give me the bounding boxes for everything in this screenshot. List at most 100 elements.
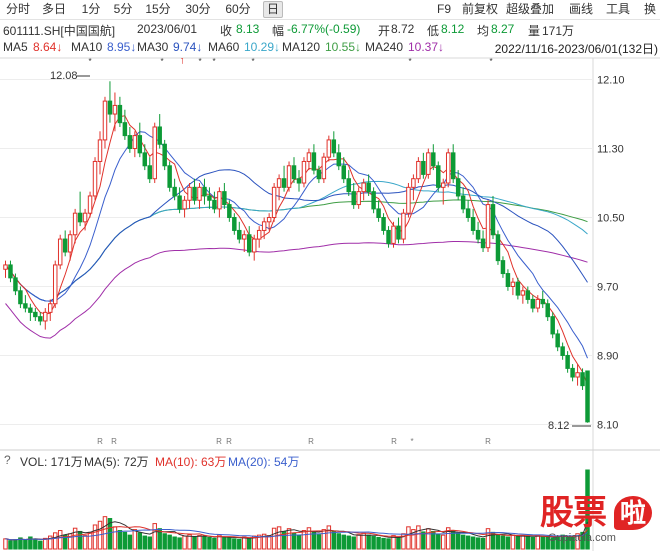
tab-daily[interactable]: 日 xyxy=(263,1,283,18)
candle-body xyxy=(266,217,272,223)
ma-legend: MA5 8.64↓ MA10 8.95↓ MA30 9.74↓ MA60 10.… xyxy=(0,39,660,57)
ma240-label: MA240 xyxy=(365,40,404,54)
volume-bar xyxy=(92,524,98,550)
volume-bar xyxy=(535,534,541,550)
candle-body xyxy=(480,238,486,249)
candle-body xyxy=(366,182,371,193)
candle-body xyxy=(371,191,376,210)
candle-body xyxy=(445,152,451,184)
quote-date: 2023/06/01 xyxy=(137,22,198,36)
volume-bar xyxy=(296,534,302,550)
candle-body xyxy=(122,122,128,137)
volume-bar xyxy=(18,537,23,550)
candle-body xyxy=(261,221,267,231)
candle-body xyxy=(575,372,580,378)
volume-bar xyxy=(381,537,386,550)
candle-body xyxy=(421,160,426,175)
volume-ma5: MA(5): 72万 xyxy=(84,455,149,469)
tab-15min[interactable]: 15分 xyxy=(145,2,171,16)
candle-body xyxy=(441,182,446,188)
ma240-line xyxy=(5,241,588,339)
candle-body xyxy=(142,152,148,167)
candle-body xyxy=(162,143,167,167)
avg-value: 8.27 xyxy=(491,22,515,36)
super-overlay-button[interactable]: 超级叠加 xyxy=(506,2,555,16)
high-price-label: 12.08 xyxy=(50,70,78,82)
candle-body xyxy=(107,100,113,115)
y-tick-label: 12.10 xyxy=(597,75,625,87)
candle-body xyxy=(23,303,28,309)
y-tick-label: 10.50 xyxy=(597,213,625,225)
candle-body xyxy=(62,238,68,253)
volume-current: VOL: 171万 xyxy=(20,455,83,469)
low-annotation: 8.12 xyxy=(548,420,591,432)
low-value: 8.12 xyxy=(441,22,465,36)
volume-ma5-line xyxy=(5,521,588,541)
candle-body xyxy=(416,160,421,180)
volume-bar xyxy=(207,536,212,550)
candle-body xyxy=(520,290,526,296)
switch-button[interactable]: 换 xyxy=(644,2,657,16)
ma10-value: 8.95↓ xyxy=(107,40,137,54)
volume-bar xyxy=(470,536,476,550)
candle-body xyxy=(8,264,13,279)
ma10-line xyxy=(5,131,588,359)
f9-button[interactable]: F9 xyxy=(437,2,452,16)
candle-body xyxy=(28,307,33,313)
candle-body xyxy=(301,160,307,184)
stock-symbol: 601111.SH[中国国航] xyxy=(3,24,116,38)
ma60-value: 10.29↓ xyxy=(244,40,281,54)
candle-body xyxy=(286,165,292,188)
candle-body xyxy=(381,217,386,231)
candle-body xyxy=(515,281,521,296)
volume-bar xyxy=(162,533,167,550)
ma30-line xyxy=(5,169,588,302)
volume-bar xyxy=(152,523,157,550)
volume-bar xyxy=(515,536,521,550)
volume-bar xyxy=(475,537,481,550)
volume-bar xyxy=(505,536,511,550)
high-annotation: 12.08 xyxy=(50,70,90,82)
candle-body xyxy=(152,126,157,180)
tab-30min[interactable]: 30分 xyxy=(185,2,211,16)
tab-1min[interactable]: 1分 xyxy=(81,2,101,16)
candle-body xyxy=(82,212,88,223)
tab-60min[interactable]: 60分 xyxy=(225,2,251,16)
candle-body xyxy=(570,367,575,378)
volume-bar xyxy=(227,537,232,550)
open-value: 8.72 xyxy=(391,22,415,36)
volume-bar xyxy=(28,536,33,550)
volume-bar xyxy=(465,535,471,550)
open-label: 开 xyxy=(378,24,391,38)
volume-bar xyxy=(301,530,307,550)
volume-bar xyxy=(212,537,217,550)
draw-line-button[interactable]: 画线 xyxy=(569,2,594,16)
volume-bar xyxy=(261,533,267,550)
signal-marker: R xyxy=(391,437,397,446)
candle-body xyxy=(132,135,138,150)
volume-bar xyxy=(396,536,401,550)
tab-5min[interactable]: 5分 xyxy=(113,2,133,16)
close-value: 8.13 xyxy=(236,22,260,36)
low-price-label: 8.12 xyxy=(548,420,569,432)
ma240-value: 10.37↓ xyxy=(408,40,445,54)
volume-bar xyxy=(306,527,312,550)
candle-body xyxy=(465,208,471,219)
signal-marker: * xyxy=(489,57,492,66)
volume-bar xyxy=(107,518,113,550)
candle-body xyxy=(391,225,396,244)
volume-bar xyxy=(232,538,237,550)
candle-body xyxy=(202,186,207,197)
signal-marker: * xyxy=(198,57,201,66)
tab-intraday[interactable]: 分时 xyxy=(5,2,30,16)
tools-button[interactable]: 工具 xyxy=(606,2,631,16)
tab-multi-day[interactable]: 多日 xyxy=(41,2,66,16)
signal-marker: R xyxy=(308,437,314,446)
volume-bar xyxy=(326,525,332,550)
help-icon[interactable]: ? xyxy=(4,453,11,467)
volume-bar xyxy=(520,535,526,550)
volume-bar xyxy=(406,526,411,550)
forward-adjust-button[interactable]: 前复权 xyxy=(462,2,499,16)
watermark-badge: 啦 xyxy=(614,496,652,530)
